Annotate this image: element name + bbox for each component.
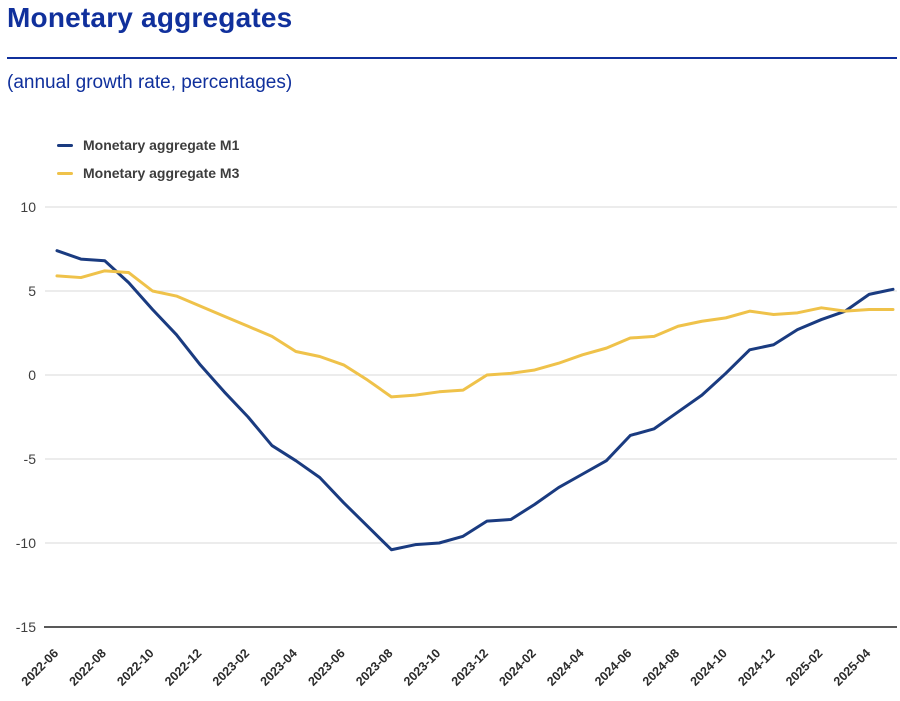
x-tick-label: 2023-02: [210, 646, 252, 688]
legend-item-m3: Monetary aggregate M3: [57, 159, 239, 187]
series-line-m3: [55, 269, 895, 399]
legend-item-m1: Monetary aggregate M1: [57, 131, 239, 159]
x-tick-label: 2022-12: [162, 646, 204, 688]
x-tick-label: 2022-08: [67, 646, 109, 688]
page-title: Monetary aggregates: [7, 2, 293, 33]
line-chart: 10 5 0 -5 -10 -15 2022-06 2022-08 2022-10 2022-12…: [16, 199, 897, 689]
x-tick-label: 2025-02: [783, 646, 825, 688]
x-tick-label: 2024-02: [496, 646, 538, 688]
legend-label-m3: Monetary aggregate M3: [83, 165, 240, 181]
x-tick-label: 2023-04: [258, 646, 300, 688]
m1-line-swatch-icon: [57, 143, 73, 147]
y-tick-label: -5: [24, 451, 37, 467]
y-tick-label: 5: [28, 283, 36, 299]
x-tick-label: 2022-10: [114, 646, 156, 688]
x-tick-label: 2022-06: [19, 646, 61, 688]
x-tick-label: 2023-08: [353, 646, 395, 688]
x-tick-label: 2024-12: [735, 646, 777, 688]
x-tick-label: 2024-10: [688, 646, 730, 688]
m3-line-swatch-icon: [57, 171, 73, 175]
x-tick-label: 2023-06: [305, 646, 347, 688]
title-divider: [7, 57, 897, 59]
y-tick-label: 0: [28, 367, 36, 383]
y-tick-label: -15: [16, 619, 36, 635]
series-line-m1: [55, 249, 895, 552]
x-tick-label: 2024-06: [592, 646, 634, 688]
y-tick-label: 10: [20, 199, 36, 215]
chart-legend: Monetary aggregate M1 Monetary aggregate…: [57, 131, 239, 187]
x-tick-label: 2023-10: [401, 646, 443, 688]
x-tick-label: 2024-08: [640, 646, 682, 688]
x-tick-label: 2024-04: [544, 646, 586, 688]
chart-subtitle: (annual growth rate, percentages): [7, 72, 293, 93]
x-tick-label: 2025-04: [831, 646, 873, 688]
y-tick-label: -10: [16, 535, 36, 551]
legend-label-m1: Monetary aggregate M1: [83, 137, 240, 153]
x-tick-label: 2023-12: [449, 646, 491, 688]
